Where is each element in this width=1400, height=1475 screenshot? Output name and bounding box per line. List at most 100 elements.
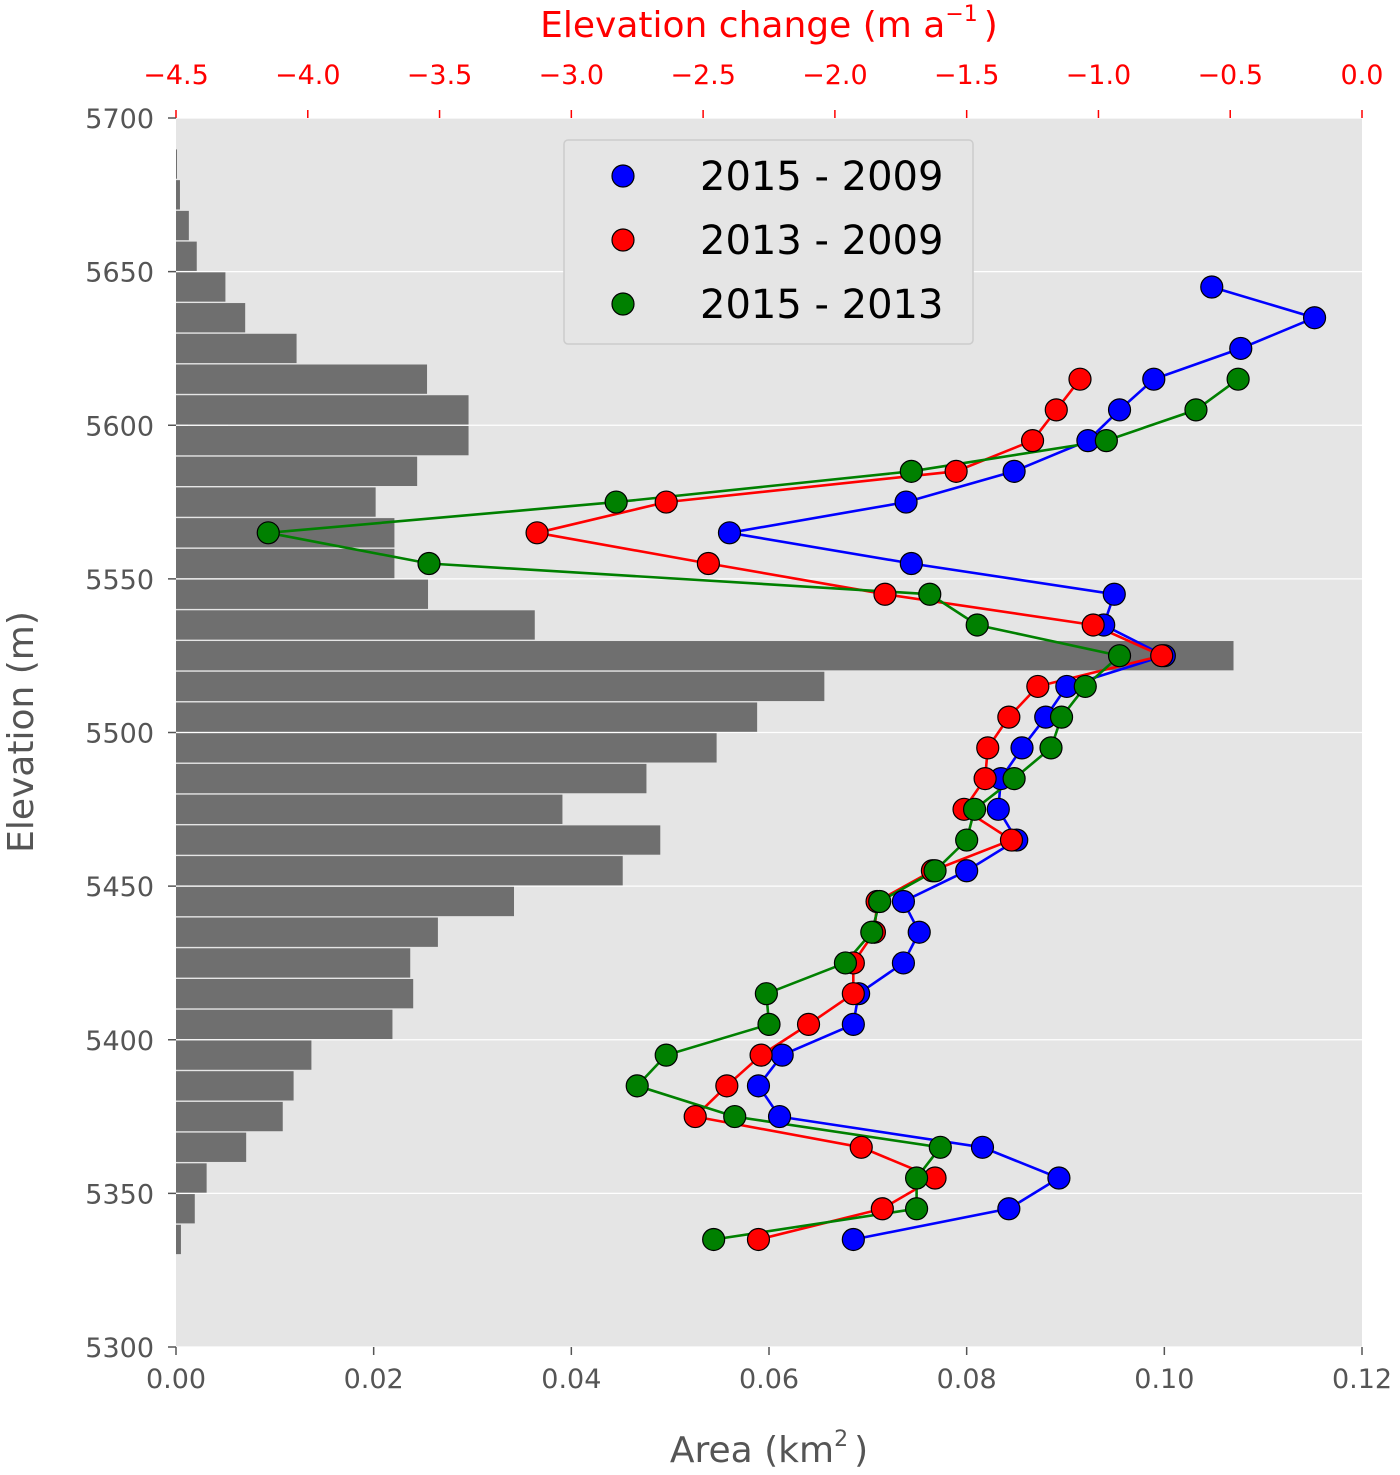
data-point xyxy=(997,1197,1021,1221)
histogram-bar xyxy=(176,917,438,947)
legend-label: 2015 - 2013 xyxy=(700,282,943,328)
x2-tick-label: 0.0 xyxy=(1341,60,1384,91)
data-point xyxy=(873,582,897,606)
data-point xyxy=(625,1074,649,1098)
data-point xyxy=(1107,644,1132,668)
legend-label: 2015 - 2009 xyxy=(700,154,943,200)
data-point xyxy=(899,551,923,576)
histogram-bar xyxy=(176,856,623,886)
data-point xyxy=(654,490,678,514)
data-point xyxy=(841,1227,865,1252)
x2-tick-label: −3.0 xyxy=(539,60,605,91)
data-point xyxy=(944,459,968,483)
data-point xyxy=(841,1012,865,1036)
data-point xyxy=(1047,1166,1071,1190)
y-tick-label: 5700 xyxy=(85,104,154,135)
data-point xyxy=(654,1043,678,1067)
data-point xyxy=(904,1197,929,1221)
histogram-bar xyxy=(176,610,535,640)
histogram-bar xyxy=(176,303,246,333)
data-point xyxy=(976,736,1000,760)
y-tick-label: 5350 xyxy=(85,1179,154,1210)
data-point xyxy=(702,1227,726,1252)
data-series xyxy=(256,275,1327,1252)
histogram-bar xyxy=(176,702,758,732)
histogram-bar xyxy=(176,733,717,763)
data-point xyxy=(841,982,865,1006)
histogram-bar xyxy=(176,149,177,179)
data-point xyxy=(1039,736,1063,760)
histogram-bar xyxy=(176,641,1234,671)
data-point xyxy=(417,551,441,576)
histogram-bar xyxy=(176,272,226,302)
data-point xyxy=(770,1043,794,1067)
histogram-bar xyxy=(176,825,661,855)
y-tick-label: 5450 xyxy=(85,872,154,903)
data-point xyxy=(749,1043,773,1067)
data-point xyxy=(986,797,1010,821)
histogram-bars xyxy=(176,149,1234,1255)
histogram-bar xyxy=(176,333,297,364)
data-point xyxy=(923,859,947,883)
data-point xyxy=(746,1074,771,1098)
x-tick-label: 0.02 xyxy=(344,1364,404,1395)
data-point xyxy=(1044,398,1068,422)
data-point xyxy=(1026,674,1050,699)
legend-box xyxy=(563,139,974,345)
data-point xyxy=(1150,644,1174,668)
histogram-bar xyxy=(176,1132,247,1162)
y-axis-title: Elevation (m) xyxy=(1,611,42,853)
y-tick-label: 5500 xyxy=(85,719,154,750)
data-point xyxy=(918,582,942,606)
legend-marker xyxy=(611,164,635,188)
histogram-bar xyxy=(176,1163,207,1193)
data-point xyxy=(746,1227,771,1252)
histogram-bar xyxy=(176,671,825,702)
x-tick-label: 0.12 xyxy=(1332,1364,1392,1395)
data-point xyxy=(723,1104,747,1129)
y-tick-label: 5600 xyxy=(85,411,154,442)
data-point xyxy=(999,828,1024,852)
y-tick-label: 5400 xyxy=(85,1026,154,1057)
y-tick-label: 5550 xyxy=(85,565,154,596)
x2-tick-label: −0.5 xyxy=(1197,60,1263,91)
data-point xyxy=(757,1012,781,1036)
histogram-bar xyxy=(176,518,395,548)
histogram-bar xyxy=(176,579,429,609)
histogram-bar xyxy=(176,1040,312,1070)
data-point xyxy=(849,1135,873,1159)
data-point xyxy=(1068,367,1092,391)
histogram-bar xyxy=(176,487,376,517)
x-tick-label: 0.10 xyxy=(1134,1364,1194,1395)
axes: 0.00 0.02 0.04 0.06 0.08 0.10 0.12 −4.5 −4.0 −3.5… xyxy=(85,60,1392,1395)
data-point xyxy=(256,521,280,545)
histogram-bar xyxy=(176,180,180,210)
x2-tick-label: −2.0 xyxy=(802,60,868,91)
data-point xyxy=(1094,429,1118,453)
top-axis-title: Elevation change (m a−1) xyxy=(540,2,998,46)
histogram-bar xyxy=(176,425,469,456)
data-point xyxy=(973,766,997,791)
x2-tick-label: −4.0 xyxy=(275,60,341,91)
histogram-bar xyxy=(176,886,515,917)
data-point xyxy=(715,1074,739,1098)
data-point xyxy=(870,1197,894,1221)
data-point xyxy=(604,490,628,514)
histogram-bar xyxy=(176,395,469,425)
data-point xyxy=(1142,367,1166,391)
histogram-bar xyxy=(176,979,414,1009)
data-point xyxy=(754,982,778,1006)
histogram-bar xyxy=(176,763,647,794)
histogram-bar xyxy=(176,548,395,579)
data-point xyxy=(860,920,884,944)
histogram-bar xyxy=(176,241,197,271)
x-tick-label: 0.08 xyxy=(937,1364,997,1395)
data-point xyxy=(796,1012,821,1036)
x-tick-label: 0.00 xyxy=(146,1364,206,1395)
data-point xyxy=(1229,336,1253,361)
data-point xyxy=(928,1135,952,1159)
x-axis-title: Area (km2) xyxy=(670,1427,868,1471)
x-tick-label: 0.06 xyxy=(739,1364,799,1395)
data-point xyxy=(970,1135,995,1159)
